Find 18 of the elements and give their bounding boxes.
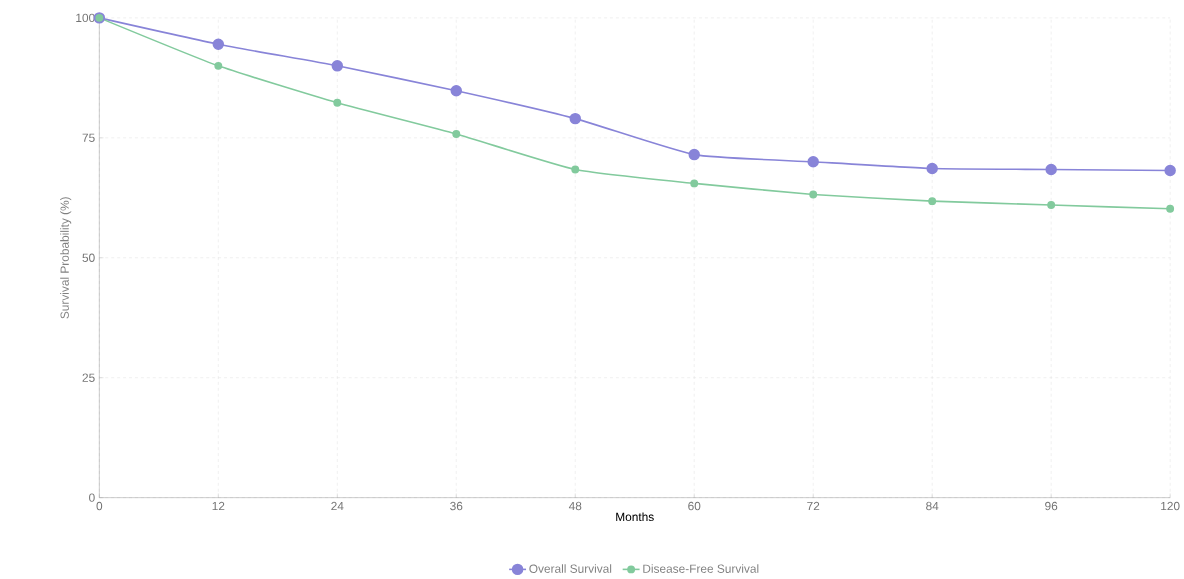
y-tick-label: 25 xyxy=(82,373,95,383)
x-tick-label: 120 xyxy=(1161,502,1180,511)
x-tick-label: 12 xyxy=(212,502,225,511)
x-tick-label: 84 xyxy=(926,502,939,511)
y-tick-label: 75 xyxy=(82,133,95,143)
x-tick-label: 60 xyxy=(688,502,701,511)
x-tick-label: 72 xyxy=(807,502,820,511)
y-axis-title: Survival Probability (%) xyxy=(60,197,72,319)
x-tick-label: 96 xyxy=(1045,502,1058,511)
x-tick-label: 36 xyxy=(450,502,463,511)
legend-label: Disease-Free Survival xyxy=(643,564,759,574)
x-axis-title: Months xyxy=(616,512,654,522)
x-tick-label: 0 xyxy=(96,502,103,511)
x-tick-label: 24 xyxy=(331,502,344,511)
y-tick-label: 0 xyxy=(89,493,95,503)
legend-label: Overall Survival xyxy=(529,564,612,574)
x-tick-label: 48 xyxy=(568,502,582,511)
y-tick-label: 50 xyxy=(82,253,95,263)
